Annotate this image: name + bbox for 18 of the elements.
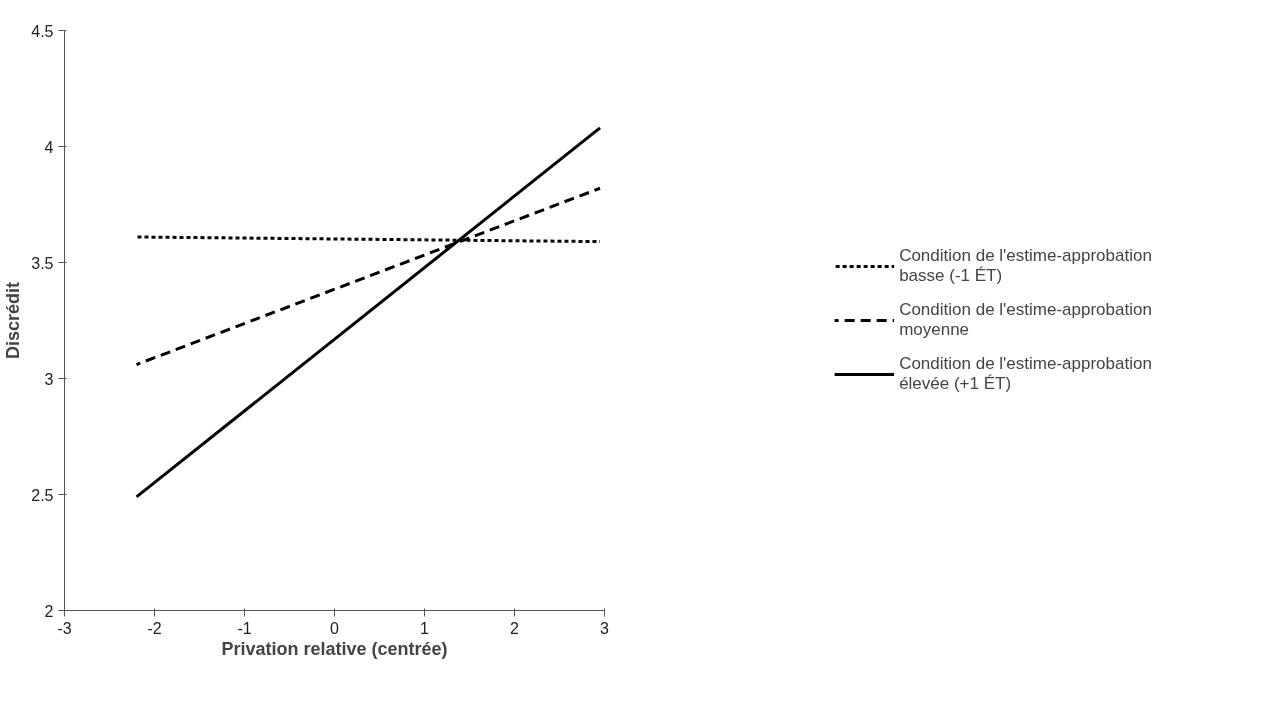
- y-tick-label: 3: [44, 370, 54, 388]
- x-tick-label: -3: [57, 619, 72, 637]
- x-tick-label: -1: [237, 619, 252, 637]
- x-tick-label: -2: [147, 619, 162, 637]
- y-tick-label: 4.5: [31, 22, 54, 40]
- y-tick-label: 3.5: [31, 254, 54, 272]
- y-tick-label: 2.5: [31, 486, 54, 504]
- x-tick-label: 1: [420, 619, 430, 637]
- legend-label: Condition de l'estime-approbation moyenne: [899, 300, 1152, 340]
- y-tick-label: 4: [44, 138, 54, 156]
- y-tick-label: 2: [44, 602, 54, 620]
- x-tick-label: 2: [510, 619, 520, 637]
- x-tick-label: 3: [600, 619, 610, 637]
- x-axis-title: Privation relative (centrée): [221, 638, 448, 659]
- y-axis-title: Discrédit: [3, 281, 24, 360]
- legend-label: Condition de l'estime-approbation élevée (+1 ÉT): [899, 354, 1152, 394]
- legend-label: Condition de l'estime-approbation basse (-1 ÉT): [899, 246, 1152, 286]
- x-tick-label: 0: [330, 619, 340, 637]
